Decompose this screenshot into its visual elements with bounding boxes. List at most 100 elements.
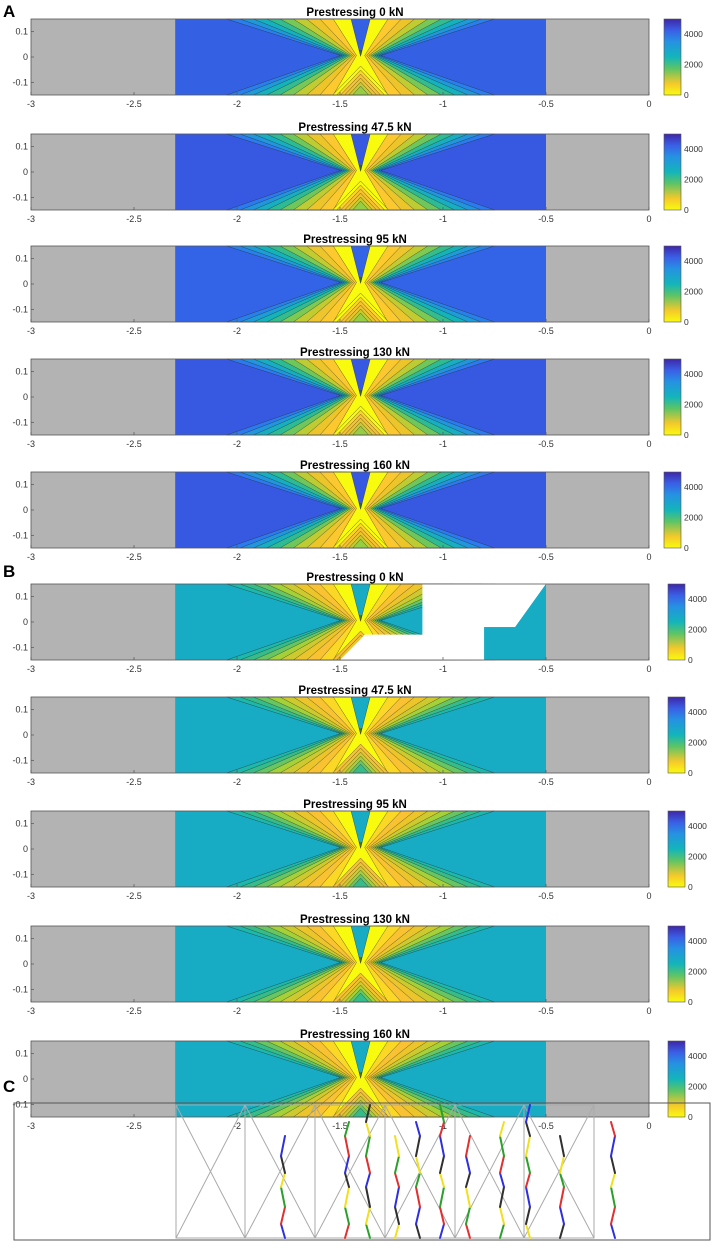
x-tick-label: -2.5 <box>126 1006 142 1016</box>
y-tick-label: 0 <box>23 392 28 402</box>
x-tick-label: -2 <box>233 99 241 109</box>
colorbar <box>667 810 686 888</box>
x-tick-label: -1 <box>439 664 447 674</box>
colorbar-tick-label: 2000 <box>684 60 703 70</box>
contour-plot: Prestressing 95 kN -3 -2.5 -2 -1.5 -1 -0.5 0 0.1… <box>12 234 703 336</box>
colorbar-tick-label: 0 <box>688 768 693 778</box>
crack-segment <box>559 1155 565 1174</box>
crack-segment <box>365 1104 371 1123</box>
y-tick-label: 0 <box>23 959 28 969</box>
crack-segment <box>499 1135 505 1157</box>
x-tick-label: -2 <box>233 1006 241 1016</box>
colorbar-tick-label: 2000 <box>684 400 703 410</box>
brace-line <box>454 1104 525 1239</box>
crack-segment <box>499 1206 505 1225</box>
x-tick-label: -0.5 <box>538 439 554 449</box>
crack-segment <box>280 1135 286 1157</box>
crack-segment <box>525 1155 531 1174</box>
colorbar <box>667 583 686 661</box>
x-tick-label: -1.5 <box>332 552 348 562</box>
colorbar-tick-label: 2000 <box>688 967 707 977</box>
y-tick-label: 0 <box>23 279 28 289</box>
x-tick-label: -1 <box>439 214 447 224</box>
plot-title: Prestressing 130 kN <box>300 914 410 926</box>
crack-segment <box>394 1155 400 1174</box>
plot-title: Prestressing 0 kN <box>306 572 403 584</box>
contour-plot: Prestressing 130 kN -3 -2.5 -2 -1.5 -1 -0.5 0 0.… <box>12 914 707 1016</box>
x-tick-label: -0.5 <box>538 891 554 901</box>
panel-label-b: B <box>3 562 15 581</box>
x-tick-label: -2 <box>233 439 241 449</box>
crack-segment <box>525 1104 531 1123</box>
crack-segment <box>415 1155 421 1174</box>
x-tick-label: -3 <box>27 552 35 562</box>
x-tick-label: -1.5 <box>332 777 348 787</box>
x-tick-label: -1 <box>439 777 447 787</box>
plot-title: Prestressing 95 kN <box>303 234 407 246</box>
y-tick-label: -0.1 <box>12 417 28 427</box>
crack-segment <box>344 1223 350 1239</box>
y-tick-label: 0 <box>23 844 28 854</box>
crack-segment <box>280 1172 286 1188</box>
crack-segment <box>344 1172 350 1188</box>
crack-segment <box>499 1223 505 1239</box>
crack-segment <box>525 1206 531 1225</box>
crack-segment <box>525 1186 531 1208</box>
x-tick-label: -3 <box>27 214 35 224</box>
y-tick-label: 0 <box>23 1074 28 1084</box>
crack-segment <box>280 1223 286 1239</box>
crack-segment <box>559 1135 565 1157</box>
crack-segment <box>499 1172 505 1188</box>
colorbar-tick-label: 4000 <box>684 369 703 379</box>
y-tick-label: 0 <box>23 52 28 62</box>
y-tick-label: 0.1 <box>15 819 28 829</box>
colorbar-tick-label: 4000 <box>684 29 703 39</box>
crack-segment <box>365 1155 371 1174</box>
crack-segment <box>465 1206 471 1225</box>
brace-line <box>314 1104 386 1239</box>
x-tick-label: -2.5 <box>126 439 142 449</box>
x-tick-label: 0 <box>646 214 651 224</box>
x-tick-label: -0.5 <box>538 326 554 336</box>
contour-plot: Prestressing 95 kN -3 -2.5 -2 -1.5 -1 -0.5 0 0.1… <box>12 799 707 901</box>
x-tick-label: -1 <box>439 1006 447 1016</box>
y-tick-label: 0.1 <box>15 367 28 377</box>
contour-plot: Prestressing 0 kN -3 -2.5 -2 -1.5 -1 -0.5 0 0.1 0… <box>12 572 707 674</box>
x-tick-label: -1.5 <box>332 1006 348 1016</box>
colorbar-tick-label: 2000 <box>688 738 707 748</box>
crack-segment <box>344 1135 350 1157</box>
y-tick-label: -0.1 <box>12 192 28 202</box>
x-tick-label: -1.5 <box>332 326 348 336</box>
colorbar-tick-label: 4000 <box>688 821 707 831</box>
y-tick-label: -0.1 <box>12 755 28 765</box>
x-tick-label: -2 <box>233 552 241 562</box>
x-tick-label: -0.5 <box>538 552 554 562</box>
x-tick-label: -2 <box>233 777 241 787</box>
contour-band <box>332 1040 389 1118</box>
contour-band <box>332 696 389 774</box>
colorbar-tick-label: 4000 <box>684 482 703 492</box>
crack-segment <box>610 1135 616 1157</box>
colorbar-tick-label: 2000 <box>688 1082 707 1092</box>
colorbar-tick-label: 0 <box>684 430 689 440</box>
colorbar <box>667 925 686 1003</box>
colorbar-tick-label: 0 <box>684 543 689 553</box>
plot-title: Prestressing 130 kN <box>300 347 410 359</box>
crack-segment <box>499 1121 505 1137</box>
panel-label-c: C <box>3 1077 15 1096</box>
colorbar-tick-label: 0 <box>688 997 693 1007</box>
colorbar-tick-label: 0 <box>684 317 689 327</box>
plot-title: Prestressing 160 kN <box>300 460 410 472</box>
crack-segment <box>610 1172 616 1188</box>
missing-data-region <box>340 584 546 660</box>
colorbar <box>663 133 682 211</box>
contour-plot: Prestressing 160 kN-3-2.5-2-1.5-1-0.500.… <box>12 1029 707 1131</box>
crack-segment <box>465 1155 471 1174</box>
x-tick-label: -0.5 <box>538 1121 554 1131</box>
crack-segment <box>439 1121 445 1137</box>
x-tick-label: -1.5 <box>332 214 348 224</box>
crack-segment <box>394 1186 400 1208</box>
x-tick-label: 0 <box>646 664 651 674</box>
crack-segment <box>559 1186 565 1208</box>
crack-segment <box>415 1206 421 1225</box>
